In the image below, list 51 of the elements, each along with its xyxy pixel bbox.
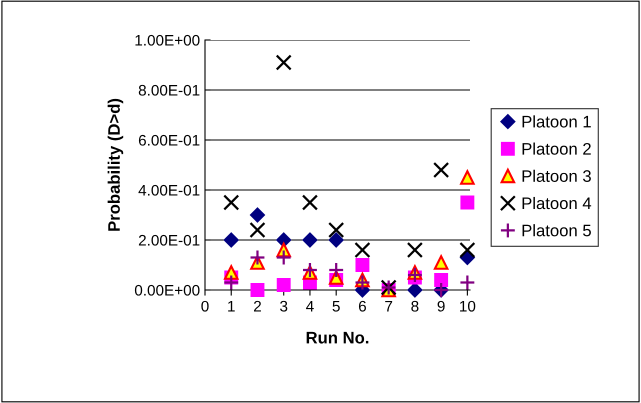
point <box>459 242 476 258</box>
point <box>223 274 240 291</box>
y-axis-title: Probability (D>d) <box>108 98 124 231</box>
point <box>250 283 264 297</box>
x-tick-label: 1 <box>228 300 235 312</box>
x-tick-label: 4 <box>306 300 314 312</box>
x-axis-title: Run No. <box>306 332 368 344</box>
point <box>354 242 370 258</box>
point <box>276 249 292 266</box>
point <box>276 278 291 292</box>
y-tick-label: 6.00E-01 <box>138 134 200 146</box>
y-tick-label: 4.00E-01 <box>138 184 200 196</box>
point <box>460 196 474 210</box>
y-tick-label: 0.00E+00 <box>134 284 200 296</box>
point <box>328 232 344 248</box>
y-tick-label: 8.00E-01 <box>138 84 200 96</box>
point <box>249 222 266 238</box>
point <box>276 54 292 71</box>
point <box>433 162 450 178</box>
point <box>434 255 448 270</box>
point <box>459 274 476 291</box>
legend-label: Platoon 2 <box>522 142 591 155</box>
x-tick-label: 10 <box>460 300 476 312</box>
x-tick-label: 8 <box>411 300 418 312</box>
x-tick-label: 9 <box>438 300 445 312</box>
x-tick-label: 5 <box>332 300 340 312</box>
y-tick-label: 1.00E+00 <box>135 34 200 46</box>
point <box>224 232 239 248</box>
point <box>328 262 344 278</box>
point <box>250 207 266 223</box>
legend-label: Platoon 3 <box>522 170 591 182</box>
point <box>406 242 423 258</box>
x-tick-label: 3 <box>280 300 288 312</box>
x-tick-label: 0 <box>201 300 209 312</box>
point <box>354 274 370 291</box>
point <box>302 232 318 248</box>
point <box>302 194 318 211</box>
x-tick-label: 7 <box>385 300 392 312</box>
point <box>249 249 266 266</box>
point <box>223 194 240 211</box>
legend-label: Platoon 4 <box>522 196 592 210</box>
point <box>328 222 344 238</box>
x-tick-label: 6 <box>358 300 366 312</box>
x-tick-label: 2 <box>254 300 261 312</box>
point <box>460 170 475 185</box>
y-tick-label: 2.00E-01 <box>138 234 200 246</box>
legend-label: Platoon 1 <box>522 115 591 128</box>
point <box>434 273 448 287</box>
legend-label: Platoon 5 <box>522 224 591 236</box>
point <box>406 266 423 284</box>
point <box>355 258 370 272</box>
